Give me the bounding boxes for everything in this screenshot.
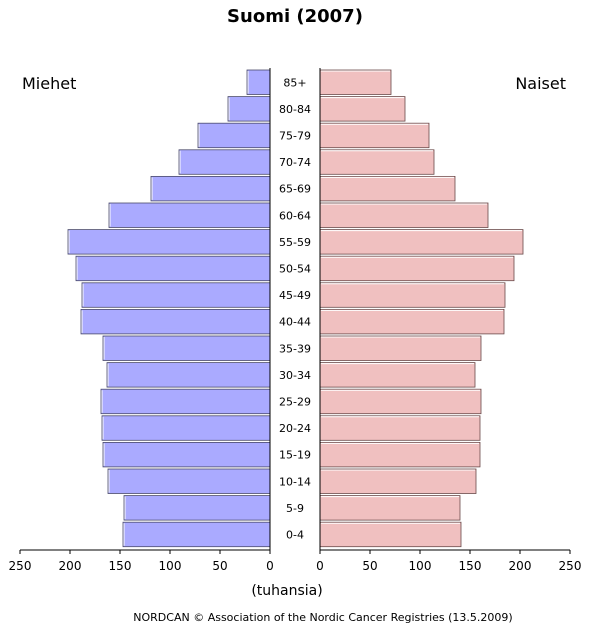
age-label-0-4: 0-4 <box>286 528 304 541</box>
age-label-20-24: 20-24 <box>279 422 311 435</box>
chart-title: Suomi (2007) <box>227 6 363 27</box>
female-bar-85+ <box>319 69 392 95</box>
age-label-5-9: 5-9 <box>286 502 304 515</box>
right-tick-label: 150 <box>459 559 482 573</box>
left-tick-label: 100 <box>159 559 182 573</box>
male-bar-65-69 <box>150 175 271 202</box>
male-bar-0-4 <box>122 521 271 548</box>
left-tick-label: 0 <box>266 559 274 573</box>
male-bar-5-9 <box>123 495 271 521</box>
female-bars <box>319 69 524 548</box>
age-label-45-49: 45-49 <box>279 289 311 302</box>
male-bar-10-14 <box>107 468 271 494</box>
female-bar-30-34 <box>319 362 476 388</box>
age-label-10-14: 10-14 <box>279 475 311 488</box>
male-bar-15-19 <box>102 441 271 468</box>
female-bar-35-39 <box>319 335 482 361</box>
male-bar-25-29 <box>100 388 271 415</box>
male-bars <box>67 69 271 548</box>
female-bar-20-24 <box>319 415 481 441</box>
left-tick-label: 50 <box>212 559 227 573</box>
male-bar-75-79 <box>197 122 271 149</box>
female-bar-70-74 <box>319 149 435 175</box>
male-bar-45-49 <box>81 282 271 308</box>
male-bar-70-74 <box>178 149 271 175</box>
left-x-axis: 250 200 150 100 50 0 <box>9 68 274 573</box>
female-bar-5-9 <box>319 495 461 521</box>
age-label-25-29: 25-29 <box>279 395 311 408</box>
left-tick-label: 150 <box>109 559 132 573</box>
age-label-70-74: 70-74 <box>279 156 311 169</box>
right-tick-label: 200 <box>509 559 532 573</box>
male-bar-40-44 <box>80 308 271 335</box>
right-x-axis: 0 50 100 150 200 250 <box>316 68 581 573</box>
female-bar-80-84 <box>319 96 406 122</box>
x-axis-unit-label: (tuhansia) <box>251 583 322 599</box>
male-bar-55-59 <box>67 229 271 255</box>
female-bar-25-29 <box>319 388 482 415</box>
female-bar-55-59 <box>319 229 524 255</box>
right-side-label: Naiset <box>515 74 566 93</box>
male-bar-35-39 <box>102 335 271 361</box>
male-bar-85+ <box>246 69 271 95</box>
right-tick-label: 0 <box>316 559 324 573</box>
age-group-labels: 85+ 80-84 75-79 70-74 65-69 60-64 55-59 50-54 45… <box>279 76 311 541</box>
footer-credit: NORDCAN © Association of the Nordic Canc… <box>133 611 512 624</box>
male-bar-80-84 <box>227 96 271 122</box>
age-label-60-64: 60-64 <box>279 209 311 222</box>
female-bar-50-54 <box>319 255 515 282</box>
right-tick-label: 50 <box>362 559 377 573</box>
left-side-label: Miehet <box>22 74 76 93</box>
male-bar-50-54 <box>75 255 271 282</box>
female-bar-15-19 <box>319 441 481 468</box>
female-bar-60-64 <box>319 202 489 228</box>
female-bar-0-4 <box>319 521 462 548</box>
female-bar-45-49 <box>319 282 506 308</box>
age-label-30-34: 30-34 <box>279 369 311 382</box>
male-bar-60-64 <box>108 202 271 228</box>
age-label-15-19: 15-19 <box>279 449 311 462</box>
left-tick-label: 250 <box>9 559 32 573</box>
female-bar-40-44 <box>319 308 505 335</box>
age-label-65-69: 65-69 <box>279 183 311 196</box>
male-bar-20-24 <box>101 415 271 441</box>
female-bar-10-14 <box>319 468 477 494</box>
age-label-50-54: 50-54 <box>279 262 311 275</box>
age-label-40-44: 40-44 <box>279 316 311 329</box>
female-bar-75-79 <box>319 122 430 149</box>
left-tick-label: 200 <box>59 559 82 573</box>
age-label-35-39: 35-39 <box>279 342 311 355</box>
age-label-80-84: 80-84 <box>279 103 311 116</box>
female-bar-65-69 <box>319 175 456 202</box>
male-bar-30-34 <box>106 362 271 388</box>
age-label-55-59: 55-59 <box>279 236 311 249</box>
age-label-85+: 85+ <box>283 76 306 89</box>
right-tick-label: 100 <box>409 559 432 573</box>
right-tick-label: 250 <box>559 559 582 573</box>
age-label-75-79: 75-79 <box>279 129 311 142</box>
